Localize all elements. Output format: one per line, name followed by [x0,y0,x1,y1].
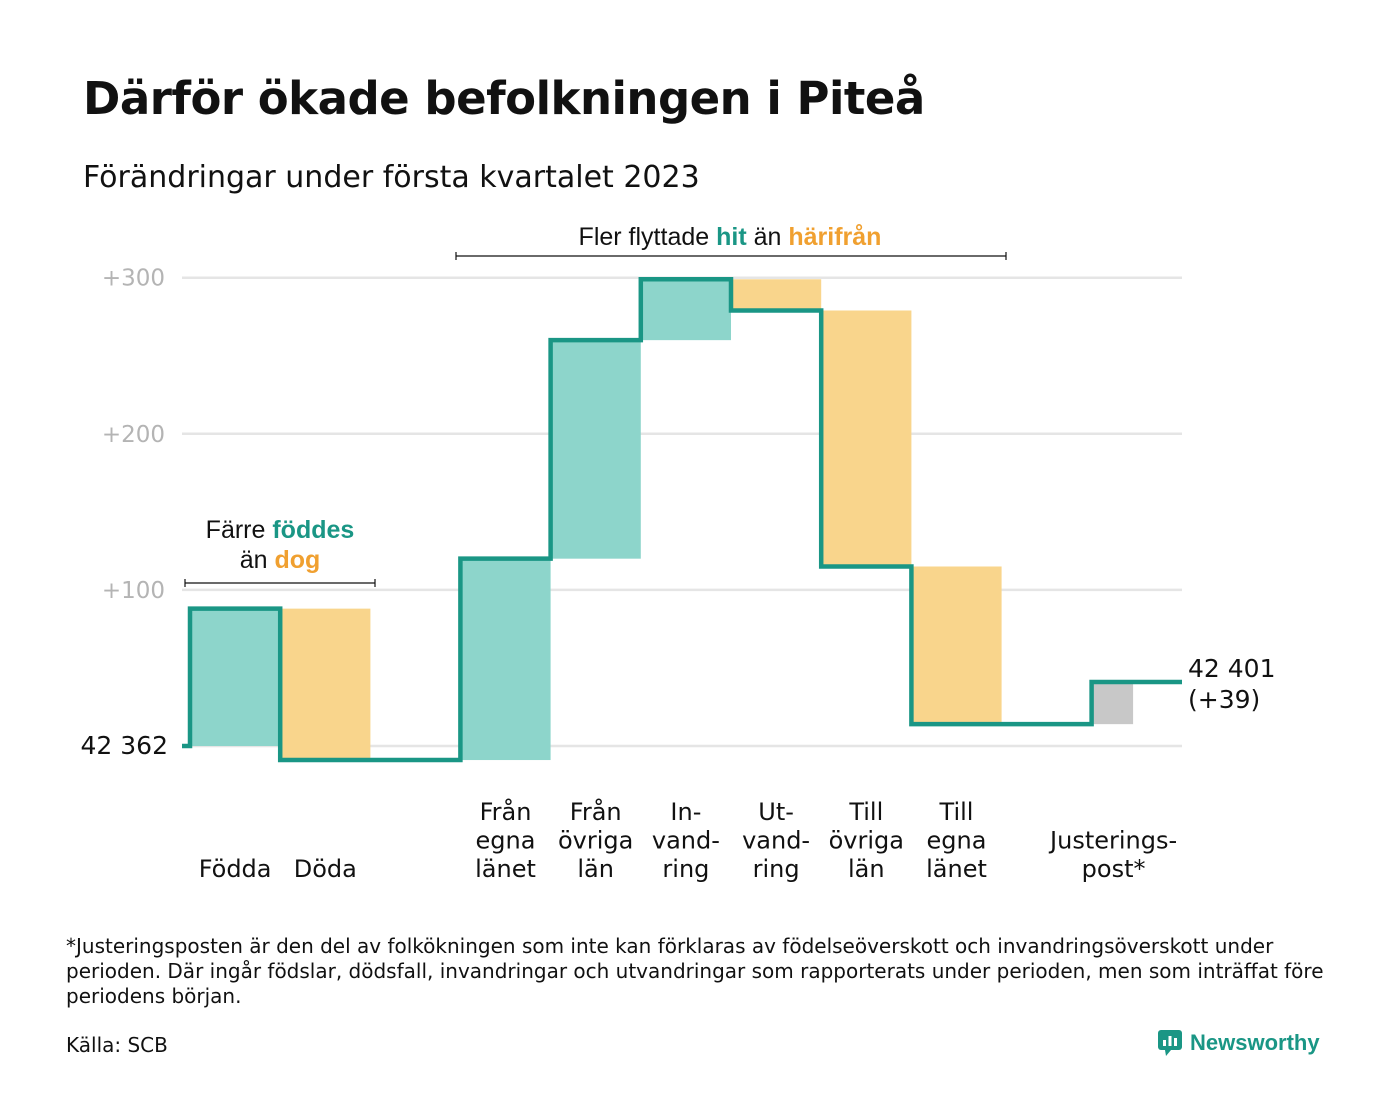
bar [190,608,281,746]
annotation-births-line1: Färre föddes [206,516,355,544]
footnote: *Justeringsposten är den del av folkökni… [66,934,1324,1008]
end-change-label: (+39) [1188,685,1260,714]
y-tick-label: +100 [102,578,165,604]
labels: Födda Döda Från egna länet Från övriga län In-va… [81,654,1276,883]
chart-subtitle: Förändringar under första kvartalet 2023 [83,160,700,195]
category-label: Justerings-post* [1048,827,1177,884]
source-label: Källa: SCB [66,1033,168,1057]
y-tick-label: +200 [102,422,165,448]
bar [640,279,731,341]
running-total-path [182,277,1182,763]
brand-logo: Newsworthy [1158,1030,1320,1056]
category-label: In-vand-ring [652,798,720,883]
category-label: Till egna länet [926,798,987,883]
bar [911,566,1002,725]
bars [190,279,1134,761]
newsworthy-logo-icon [1158,1030,1182,1056]
bar [280,608,371,761]
category-label: Födda [199,855,272,883]
brand-name: Newsworthy [1190,1030,1320,1055]
bar [550,340,641,559]
annotation-moves: Fler flyttade hit än härifrån [579,223,882,251]
bar [1091,681,1134,725]
category-label: Från egna länet [475,797,536,883]
bar [821,310,912,567]
bar [460,558,551,761]
bar [731,279,822,311]
chart-title: Därför ökade befolkningen i Piteå [83,72,925,125]
annotation-births-line2: än dog [240,546,321,574]
category-label: Till övriga län [829,798,904,883]
category-label: Ut-vand-ring [742,798,810,883]
category-label: Från övriga län [558,797,633,883]
category-label: Döda [294,855,357,883]
waterfall-chart: +100 +200 +300 Födda Döda Från egna länet Från ö… [81,223,1276,883]
end-value-label: 42 401 [1188,654,1275,683]
running-total-line [182,277,1182,763]
start-value-label: 42 362 [81,731,168,760]
y-tick-label: +300 [102,266,165,292]
